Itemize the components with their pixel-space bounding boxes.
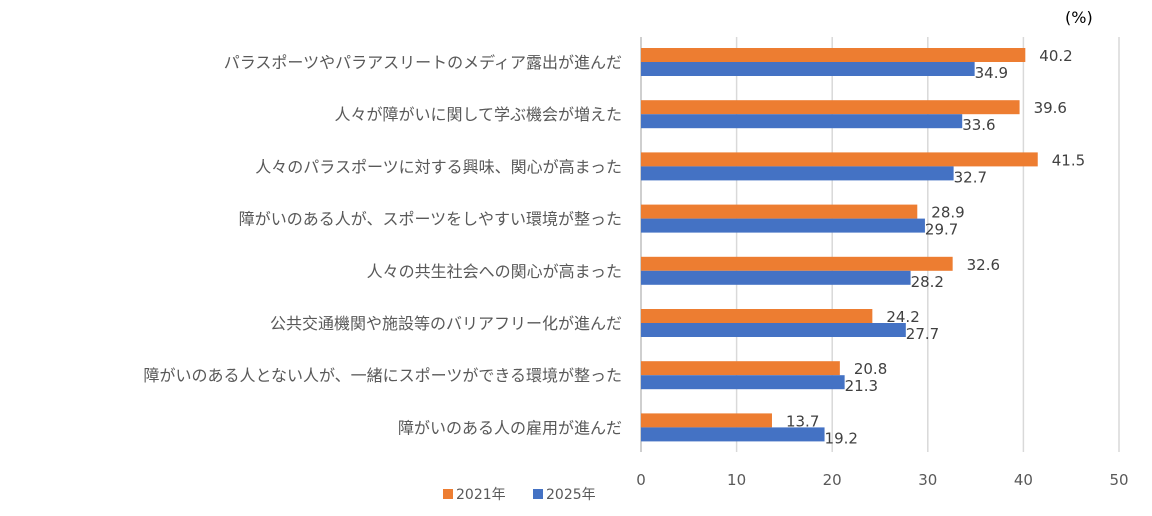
- data-label: 29.7: [925, 221, 958, 239]
- x-tick-label: 30: [918, 471, 937, 489]
- data-label: 13.7: [786, 412, 819, 430]
- data-label: 40.2: [1039, 47, 1072, 65]
- data-label: 39.6: [1034, 99, 1067, 117]
- legend-label-2025: 2025年: [546, 487, 596, 503]
- data-label: 34.9: [975, 64, 1008, 82]
- category-label: パラスポーツやパラアスリートのメディア露出が進んだ: [224, 53, 622, 72]
- bar-2021: [641, 413, 772, 428]
- category-label: 公共交通機関や施設等のバリアフリー化が進んだ: [270, 314, 622, 333]
- data-label: 28.9: [931, 204, 964, 222]
- data-label: 20.8: [854, 360, 887, 378]
- bar-2025: [641, 114, 963, 129]
- data-label: 21.3: [845, 377, 878, 395]
- data-label: 32.6: [967, 256, 1000, 274]
- x-tick-label: 0: [636, 471, 646, 489]
- category-labels: パラスポーツやパラアスリートのメディア露出が進んだ人々が障がいに関して学ぶ機会が…: [143, 53, 622, 437]
- bar-2025: [641, 218, 925, 233]
- bar-2021: [641, 152, 1038, 167]
- bar-2021: [641, 204, 918, 219]
- category-label: 人々の共生社会への関心が高まった: [367, 262, 622, 281]
- data-label: 33.6: [962, 116, 995, 134]
- data-label: 24.2: [886, 308, 919, 326]
- bar-2025: [641, 375, 845, 390]
- bar-2021: [641, 48, 1026, 62]
- legend-swatch-2025: [533, 489, 543, 499]
- x-tick-label: 40: [1014, 471, 1033, 489]
- category-label: 障がいのある人が、スポーツをしやすい環境が整った: [239, 210, 622, 229]
- bar-2025: [641, 166, 954, 181]
- bar-2025: [641, 270, 911, 285]
- unit-label: (%): [1065, 8, 1093, 27]
- x-tick-label: 50: [1109, 471, 1128, 489]
- x-tick-label: 20: [823, 471, 842, 489]
- data-label: 27.7: [906, 325, 939, 343]
- category-label: 人々が障がいに関して学ぶ機会が増えた: [334, 105, 622, 124]
- bar-2025: [641, 323, 906, 337]
- bars: [641, 48, 1038, 442]
- x-tick-labels: 0 10 20 30 40 50: [636, 471, 1128, 489]
- bar-2021: [641, 361, 840, 376]
- data-label: 41.5: [1052, 151, 1085, 169]
- bar-2025: [641, 62, 975, 76]
- data-label: 28.2: [911, 273, 944, 291]
- category-label: 障がいのある人の雇用が進んだ: [398, 418, 622, 437]
- category-label: 障がいのある人とない人が、一緒にスポーツができる環境が整った: [143, 366, 622, 385]
- data-label: 19.2: [825, 429, 858, 447]
- category-label: 人々のパラスポーツに対する興味、関心が高まった: [255, 157, 622, 176]
- bar-2021: [641, 309, 873, 323]
- legend-label-2021: 2021年: [456, 487, 506, 503]
- bar-2025: [641, 427, 825, 442]
- legend: 2021年 2025年: [443, 487, 596, 503]
- data-labels: 40.2 34.9 39.6 33.6 41.5 32.7 28.929.7 32.6 28.2…: [786, 47, 1085, 447]
- x-tick-label: 10: [727, 471, 746, 489]
- bar-2021: [641, 256, 953, 271]
- legend-swatch-2021: [443, 489, 453, 499]
- data-label: 32.7: [954, 168, 987, 186]
- bar-2021: [641, 100, 1020, 115]
